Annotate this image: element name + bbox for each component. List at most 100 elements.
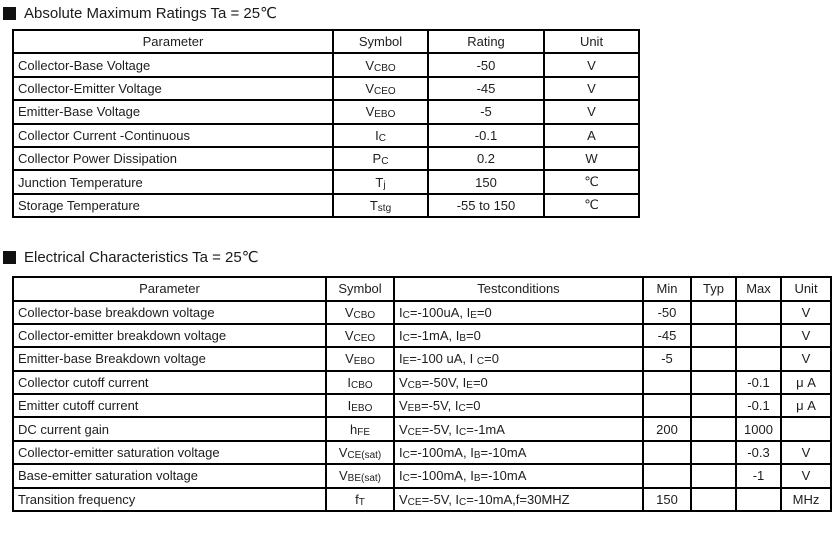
max-cell: -0.1	[735, 393, 782, 419]
rating-cell: -5	[427, 99, 545, 125]
symbol-cell: Tstg	[332, 192, 429, 219]
typ-cell	[690, 463, 737, 489]
testconditions-cell: IC=-100mA, IB=-10mA	[393, 463, 644, 489]
unit-cell: μ A	[780, 369, 832, 396]
column-header-max: Max	[735, 276, 782, 302]
parameter-cell: Collector-Base Voltage	[12, 52, 334, 78]
parameter-cell: Base-emitter saturation voltage	[12, 463, 327, 489]
table-row: Collector Power Dissipation PC 0.2 W	[12, 145, 640, 172]
column-header-testconditions: Testconditions	[393, 276, 644, 302]
table-row: Collector-Emitter Voltage VCEO -45 V	[12, 75, 640, 102]
table-row: Collector cutoff current ICBO VCB=-50V, …	[12, 369, 832, 396]
parameter-cell: Collector-base breakdown voltage	[12, 299, 327, 325]
table-row: Collector Current -Continuous IC -0.1 A	[12, 122, 640, 148]
symbol-cell: PC	[332, 145, 429, 172]
symbol-cell: VEBO	[332, 99, 429, 125]
parameter-cell: Collector-Emitter Voltage	[12, 75, 334, 102]
max-cell: -0.1	[735, 369, 782, 396]
section-title-text: Electrical Characteristics Ta = 25℃	[24, 249, 259, 267]
abs-max-table: Parameter Symbol Rating Unit Collector-B…	[12, 28, 640, 219]
table-row: DC current gain hFE VCE=-5V, IC=-1mA 200…	[12, 416, 832, 442]
min-cell: -50	[642, 299, 692, 325]
table-header-row: Parameter Symbol Testconditions Min Typ …	[12, 276, 832, 302]
unit-cell: ℃	[543, 169, 640, 195]
max-cell: -1	[735, 463, 782, 489]
parameter-cell: Emitter-Base Voltage	[12, 99, 334, 125]
symbol-cell: VBE(sat)	[325, 463, 395, 489]
testconditions-cell: VEB=-5V, IC=0	[393, 393, 644, 419]
table-row: Collector-emitter saturation voltage VCE…	[12, 439, 832, 466]
min-cell: 150	[642, 486, 692, 513]
testconditions-cell: IE=-100 uA, I C=0	[393, 346, 644, 372]
symbol-cell: Tj	[332, 169, 429, 195]
unit-cell: V	[780, 463, 832, 489]
max-cell	[735, 346, 782, 372]
symbol-cell: VEBO	[325, 346, 395, 372]
symbol-cell: VCEO	[325, 322, 395, 349]
unit-cell: V	[543, 75, 640, 102]
parameter-cell: Collector Current -Continuous	[12, 122, 334, 148]
unit-cell: V	[780, 439, 832, 466]
column-header-parameter: Parameter	[12, 276, 327, 302]
table-row: Collector-emitter breakdown voltage VCEO…	[12, 322, 832, 349]
parameter-cell: Collector-emitter saturation voltage	[12, 439, 327, 466]
parameter-cell: Junction Temperature	[12, 169, 334, 195]
symbol-cell: hFE	[325, 416, 395, 442]
unit-cell: V	[780, 346, 832, 372]
symbol-cell: fT	[325, 486, 395, 513]
table-row: Storage Temperature Tstg -55 to 150 ℃	[12, 192, 640, 219]
typ-cell	[690, 369, 737, 396]
parameter-cell: Collector Power Dissipation	[12, 145, 334, 172]
column-header-unit: Unit	[780, 276, 832, 302]
min-cell	[642, 369, 692, 396]
elec-char-table: Parameter Symbol Testconditions Min Typ …	[12, 276, 832, 513]
symbol-cell: VCBO	[325, 299, 395, 325]
table-row: Collector-base breakdown voltage VCBO IC…	[12, 299, 832, 325]
unit-cell: μ A	[780, 393, 832, 419]
parameter-cell: Emitter-base Breakdown voltage	[12, 346, 327, 372]
table-row: Collector-Base Voltage VCBO -50 V	[12, 52, 640, 78]
unit-cell	[780, 416, 832, 442]
max-cell	[735, 322, 782, 349]
min-cell	[642, 393, 692, 419]
column-header-symbol: Symbol	[325, 276, 395, 302]
symbol-cell: IEBO	[325, 393, 395, 419]
symbol-cell: VCBO	[332, 52, 429, 78]
testconditions-cell: IC=-100mA, IB=-10mA	[393, 439, 644, 466]
typ-cell	[690, 299, 737, 325]
rating-cell: 0.2	[427, 145, 545, 172]
column-header-min: Min	[642, 276, 692, 302]
parameter-cell: Collector cutoff current	[12, 369, 327, 396]
section-title-text: Absolute Maximum Ratings Ta = 25℃	[24, 5, 277, 22]
table-row: Transition frequency fT VCE=-5V, IC=-10m…	[12, 486, 832, 513]
parameter-cell: Emitter cutoff current	[12, 393, 327, 419]
square-bullet-icon	[3, 251, 16, 265]
typ-cell	[690, 393, 737, 419]
parameter-cell: DC current gain	[12, 416, 327, 442]
table-header-row: Parameter Symbol Rating Unit	[12, 28, 640, 55]
column-header-rating: Rating	[427, 28, 545, 55]
parameter-cell: Transition frequency	[12, 486, 327, 513]
unit-cell: MHz	[780, 486, 832, 513]
table-row: Emitter-base Breakdown voltage VEBO IE=-…	[12, 346, 832, 372]
square-bullet-icon	[3, 7, 16, 20]
column-header-unit: Unit	[543, 28, 640, 55]
testconditions-cell: IC=-1mA, IB=0	[393, 322, 644, 349]
testconditions-cell: IC=-100uA, IE=0	[393, 299, 644, 325]
parameter-cell: Storage Temperature	[12, 192, 334, 219]
section-title-electrical-characteristics: Electrical Characteristics Ta = 25℃	[3, 249, 833, 266]
table-row: Emitter cutoff current IEBO VEB=-5V, IC=…	[12, 393, 832, 419]
unit-cell: W	[543, 145, 640, 172]
rating-cell: -55 to 150	[427, 192, 545, 219]
elec-char-section: Electrical Characteristics Ta = 25℃ Para…	[0, 249, 833, 513]
testconditions-cell: VCB=-50V, IE=0	[393, 369, 644, 396]
unit-cell: V	[780, 322, 832, 349]
unit-cell: V	[780, 299, 832, 325]
min-cell	[642, 439, 692, 466]
table-row: Junction Temperature Tj 150 ℃	[12, 169, 640, 195]
typ-cell	[690, 322, 737, 349]
unit-cell: V	[543, 99, 640, 125]
table-row: Base-emitter saturation voltage VBE(sat)…	[12, 463, 832, 489]
typ-cell	[690, 486, 737, 513]
unit-cell: V	[543, 52, 640, 78]
